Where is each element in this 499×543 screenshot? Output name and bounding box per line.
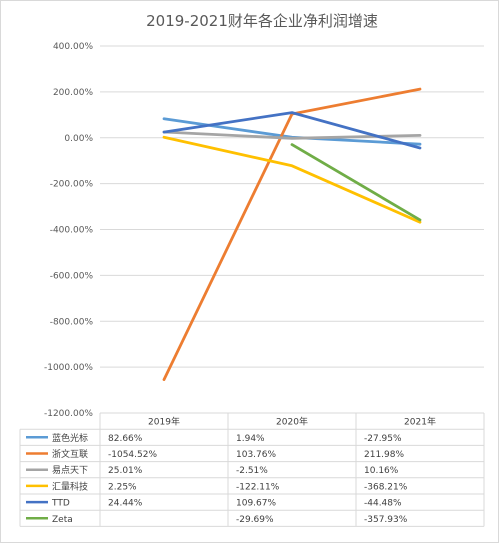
- data-table-value: -122.11%: [236, 482, 280, 492]
- series-line: [162, 117, 422, 146]
- y-tick-label: 400.00%: [53, 42, 93, 52]
- data-table-value: 25.01%: [108, 466, 143, 476]
- legend-series-name: 蓝色光标: [52, 432, 88, 444]
- data-table-value: 109.67%: [236, 499, 276, 509]
- data-table-value: -27.95%: [364, 434, 402, 444]
- data-table-value: 24.44%: [108, 499, 143, 509]
- legend-series-name: Zeta: [52, 515, 73, 525]
- gridlines: [100, 45, 484, 368]
- series-lines: [162, 87, 422, 382]
- data-table-value: -357.93%: [364, 515, 408, 525]
- legend-series-name: 易点天下: [52, 465, 88, 476]
- y-tick-label: -1200.00%: [44, 409, 93, 419]
- data-table-value: 1.94%: [236, 434, 265, 444]
- y-tick-label: -1000.00%: [44, 363, 93, 373]
- legend-series-name: 汇量科技: [52, 480, 88, 492]
- legend-series-name: TTD: [51, 499, 70, 509]
- data-table-value: -44.48%: [364, 499, 402, 509]
- y-tick-label: -800.00%: [50, 317, 94, 327]
- x-category-label: 2019年: [148, 416, 180, 428]
- data-table-value: 10.16%: [364, 466, 399, 476]
- data-table-value: 82.66%: [108, 434, 143, 444]
- x-category-label: 2021年: [404, 416, 436, 428]
- y-tick-label: -200.00%: [50, 180, 94, 190]
- y-tick-label: -600.00%: [50, 271, 94, 281]
- data-table-value: 211.98%: [364, 450, 404, 460]
- chart-title: 2019-2021财年各企业净利润增速: [146, 12, 378, 30]
- y-axis-tick-labels: 400.00% 200.00% 0.00% -200.00% -400.00% -600.…: [44, 42, 93, 419]
- data-table-value: 2.25%: [108, 482, 137, 492]
- y-tick-label: -400.00%: [50, 226, 94, 236]
- x-category-label: 2020年: [276, 416, 308, 428]
- legend-series-name: 浙文互联: [52, 448, 88, 460]
- y-tick-label: 0.00%: [64, 134, 93, 144]
- data-table-value: -368.21%: [364, 482, 408, 492]
- data-table-value: -29.69%: [236, 515, 274, 525]
- series-line: [162, 111, 422, 150]
- data-table-value: -2.51%: [236, 466, 268, 476]
- data-table-value: 103.76%: [236, 450, 276, 460]
- series-line: [290, 143, 422, 222]
- series-line: [162, 135, 422, 224]
- data-table-value: -1054.52%: [108, 450, 157, 460]
- y-tick-label: 200.00%: [53, 88, 93, 98]
